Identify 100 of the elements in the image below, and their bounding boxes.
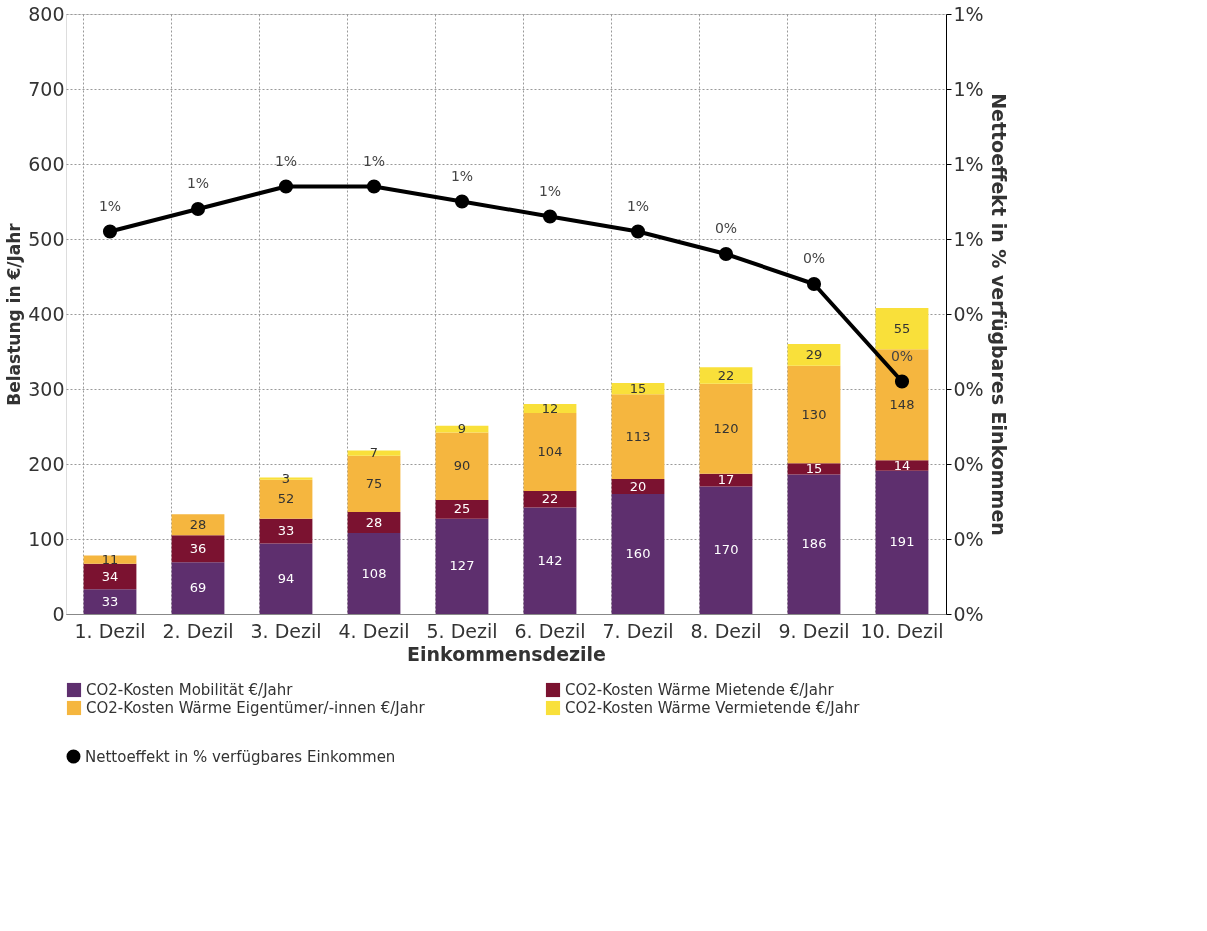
point xyxy=(454,194,470,209)
legend-label: CO2-Kosten Mobilität €/Jahr xyxy=(86,681,294,699)
data-label: 33 xyxy=(101,593,119,609)
data-label: 104 xyxy=(537,444,563,459)
bar xyxy=(347,455,401,512)
data-label: 1% xyxy=(274,152,298,169)
data-label: 22 xyxy=(717,367,735,383)
data-label: 94 xyxy=(277,570,295,586)
bar xyxy=(435,432,489,500)
y2-tick-label: 1% xyxy=(953,227,984,250)
bar xyxy=(875,308,929,350)
y-tick-label: 100 xyxy=(28,527,65,550)
data-label: 28 xyxy=(189,516,207,532)
bar xyxy=(787,463,841,475)
data-label: 69 xyxy=(189,580,207,596)
y2-tick-label: 0% xyxy=(953,302,984,325)
x-tick-label: 2. Dezil xyxy=(162,619,234,642)
bar xyxy=(171,562,225,614)
bar xyxy=(699,367,753,384)
data-label: 1% xyxy=(362,152,386,169)
bar xyxy=(435,518,489,614)
data-label: 170 xyxy=(713,542,739,558)
y-tick-label: 0 xyxy=(52,602,65,625)
data-label: 12 xyxy=(541,400,559,416)
data-label: 120 xyxy=(713,420,739,436)
point xyxy=(102,224,118,239)
point xyxy=(630,224,646,239)
data-label: 108 xyxy=(361,565,387,581)
data-label: 130 xyxy=(801,406,827,422)
data-label: 9 xyxy=(457,421,467,437)
data-label: 0% xyxy=(890,347,914,364)
y2-tick-label: 0% xyxy=(953,527,984,550)
legend-label: CO2-Kosten Wärme Mietende €/Jahr xyxy=(565,681,835,699)
y-tick-label: 300 xyxy=(28,377,65,400)
data-label: 1% xyxy=(538,182,562,199)
bar xyxy=(875,349,929,461)
y2-tick-label: 1% xyxy=(953,2,984,25)
y2-tick-label: 0% xyxy=(953,377,984,400)
y-tick-label: 500 xyxy=(28,227,65,250)
x-tick-label: 6. Dezil xyxy=(514,619,586,642)
data-label: 0% xyxy=(802,250,826,266)
data-label: 7 xyxy=(369,445,379,461)
point xyxy=(366,179,382,194)
y-tick-label: 800 xyxy=(28,2,65,25)
x-tick-label: 8. Dezil xyxy=(690,619,762,642)
data-label: 1% xyxy=(98,197,122,214)
bar xyxy=(83,589,137,614)
x-tick-label: 1. Dezil xyxy=(74,619,146,642)
data-label: 186 xyxy=(801,536,827,552)
bar xyxy=(259,518,313,544)
bar xyxy=(171,514,225,536)
y-tick-label: 600 xyxy=(28,152,65,175)
data-label: 113 xyxy=(625,428,651,444)
data-label: 90 xyxy=(453,458,471,474)
data-label: 17 xyxy=(717,472,735,488)
bar xyxy=(611,494,665,614)
data-label: 1% xyxy=(186,175,210,191)
data-label: 148 xyxy=(889,396,915,412)
bar xyxy=(699,486,753,614)
x-tick-label: 3. Dezil xyxy=(250,619,322,642)
bar xyxy=(875,460,929,471)
y-tick-label: 700 xyxy=(28,77,65,100)
data-label: 142 xyxy=(537,552,563,568)
data-label: 15 xyxy=(805,460,823,476)
bar xyxy=(875,470,929,614)
y2-tick-label: 0% xyxy=(953,602,984,625)
legend-label: CO2-Kosten Wärme Eigentümer/-innen €/Jahr xyxy=(86,699,426,717)
bar xyxy=(259,543,313,614)
point xyxy=(894,374,910,389)
x-tick-label: 5. Dezil xyxy=(426,619,498,642)
data-label: 29 xyxy=(805,346,823,362)
legend-label: CO2-Kosten Wärme Vermietende €/Jahr xyxy=(565,699,861,717)
data-label: 14 xyxy=(893,457,911,473)
y-tick-label: 200 xyxy=(28,452,65,475)
data-label: 191 xyxy=(889,534,915,550)
data-label: 55 xyxy=(893,320,911,336)
x-tick-label: 4. Dezil xyxy=(338,619,410,642)
y-axis-title: Belastung in €/Jahr xyxy=(4,222,25,406)
data-label: 1% xyxy=(450,167,474,184)
data-label: 33 xyxy=(277,523,295,539)
point xyxy=(542,209,558,224)
bar xyxy=(787,474,841,614)
point xyxy=(806,276,822,292)
data-label: 25 xyxy=(453,501,471,517)
bar xyxy=(347,533,401,614)
data-label: 1% xyxy=(626,197,650,214)
bar xyxy=(347,512,401,533)
data-label: 22 xyxy=(541,491,559,507)
data-label: 160 xyxy=(625,546,651,561)
bar xyxy=(171,535,225,563)
bar xyxy=(699,383,753,474)
point xyxy=(718,246,734,262)
data-label: 75 xyxy=(365,475,383,491)
bar xyxy=(435,500,489,519)
data-label: 11 xyxy=(101,551,119,567)
data-label: 52 xyxy=(277,491,295,507)
data-label: 0% xyxy=(714,220,738,236)
data-label: 34 xyxy=(101,568,119,584)
y2-axis-title: Nettoeffekt in % verfügbares Einkommen xyxy=(987,93,1010,536)
data-label: 28 xyxy=(365,514,383,530)
